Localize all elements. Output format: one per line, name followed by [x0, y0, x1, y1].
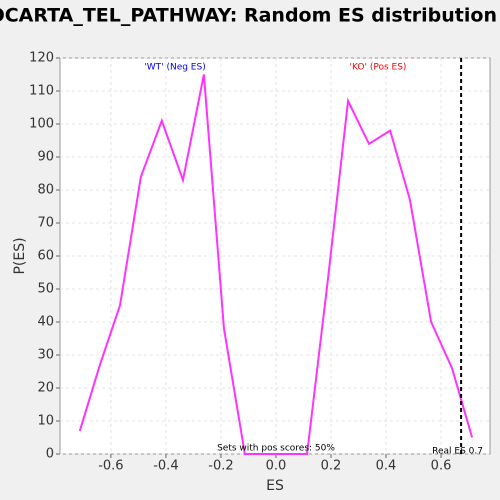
y-tick-label: 20: [37, 381, 54, 396]
x-tick-label: 0.6: [431, 459, 452, 474]
chart-title: BIOCARTA_TEL_PATHWAY: Random ES distribu…: [0, 5, 497, 27]
real-es-label: Real ES 0.7: [432, 447, 483, 457]
x-tick-label: 0.0: [266, 459, 287, 474]
x-tick-label: 0.2: [321, 459, 342, 474]
y-tick-label: 120: [29, 51, 54, 66]
x-tick-label: -0.6: [98, 459, 123, 474]
y-tick-label: 0: [46, 447, 54, 462]
neg-label: 'WT' (Neg ES): [144, 63, 205, 73]
y-tick-label: 100: [29, 117, 54, 132]
y-tick-label: 10: [37, 414, 54, 429]
pos-label: 'KO' (Pos ES): [350, 63, 407, 73]
y-tick-label: 40: [37, 315, 54, 330]
pos-fraction: Sets with pos scores: 50%: [217, 444, 335, 454]
y-tick-label: 60: [37, 249, 54, 264]
y-tick-label: 30: [37, 348, 54, 363]
plot-area: [59, 57, 491, 455]
y-tick-label: 110: [29, 84, 54, 99]
x-tick-label: 0.4: [376, 459, 397, 474]
data-line: [78, 74, 474, 455]
y-tick-label: 70: [37, 216, 54, 231]
x-axis-label: ES: [266, 478, 284, 494]
y-axis-label: P(ES): [12, 237, 28, 274]
y-tick-label: 90: [37, 150, 54, 165]
x-tick-label: -0.2: [208, 459, 233, 474]
y-tick-label: 50: [37, 282, 54, 297]
y-tick-label: 80: [37, 183, 54, 198]
x-tick-label: -0.4: [153, 459, 178, 474]
